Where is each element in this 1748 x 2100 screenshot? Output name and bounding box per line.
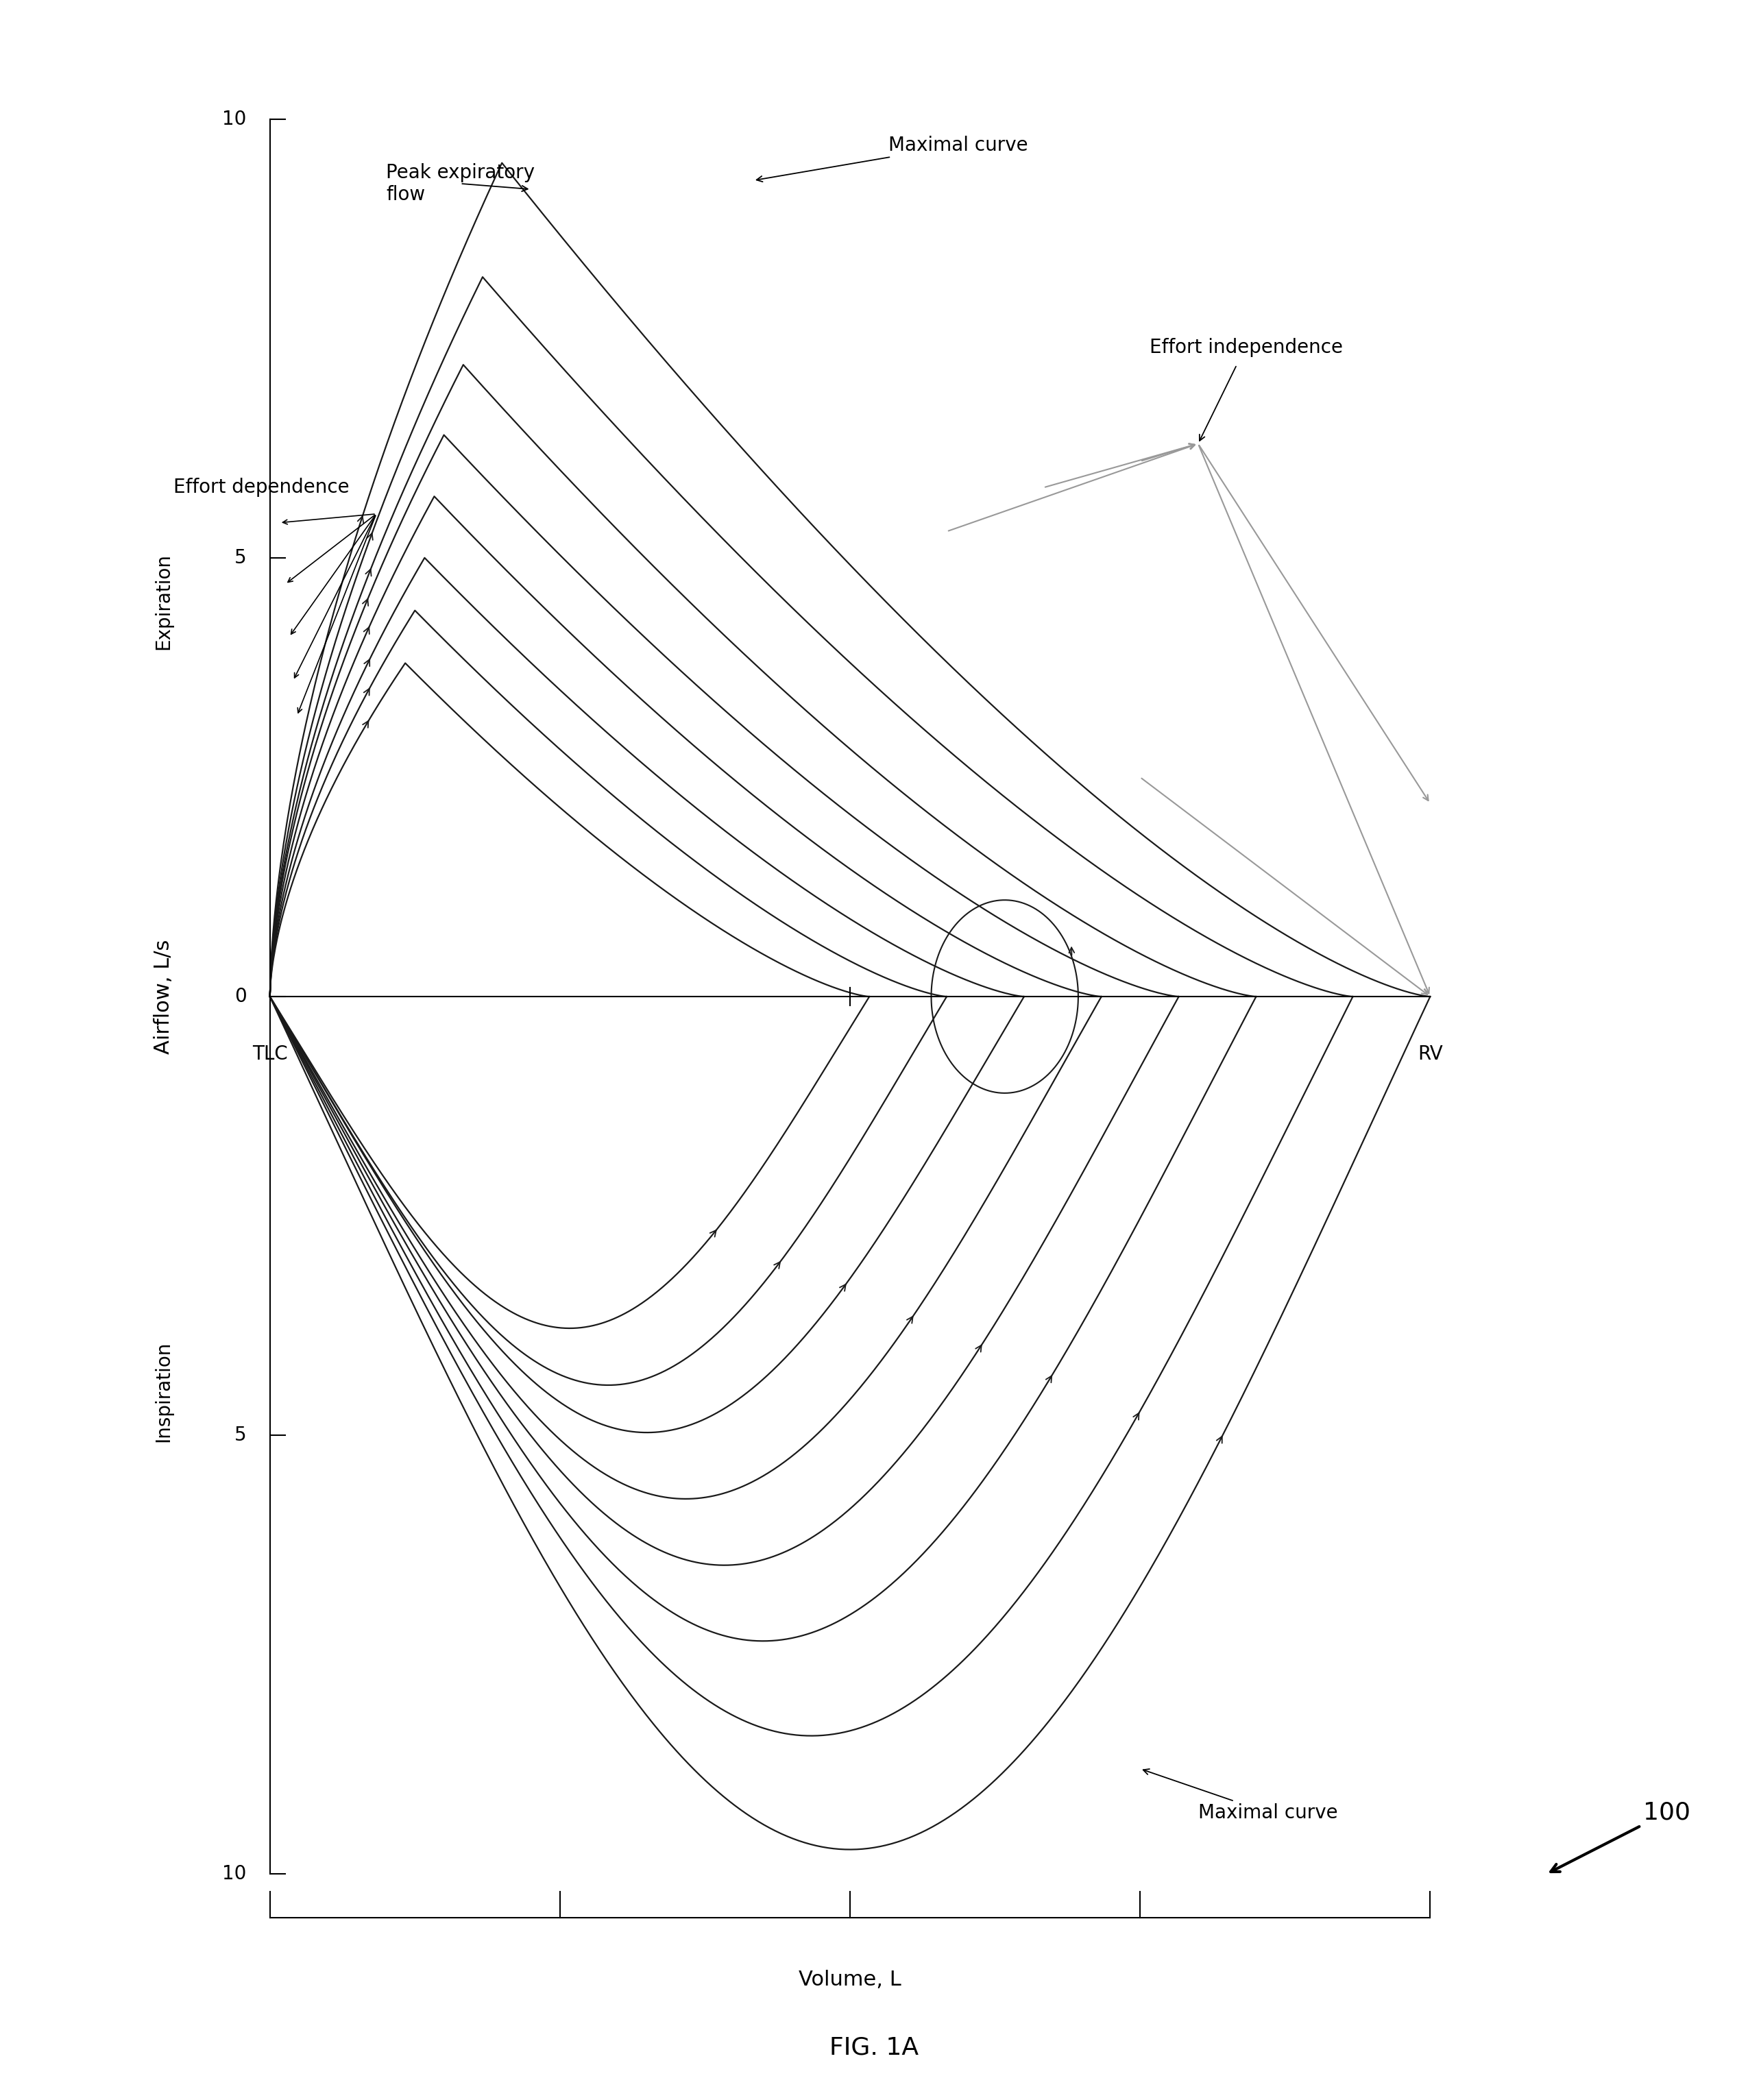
Text: Peak expiratory
flow: Peak expiratory flow (386, 164, 535, 204)
Text: FIG. 1A: FIG. 1A (829, 2035, 919, 2060)
Text: 10: 10 (222, 1865, 246, 1884)
Text: TLC: TLC (252, 1046, 288, 1065)
Text: Maximal curve: Maximal curve (1143, 1768, 1337, 1823)
Text: Airflow, L/s: Airflow, L/s (154, 939, 173, 1054)
Text: Expiration: Expiration (154, 554, 173, 651)
Text: Maximal curve: Maximal curve (757, 136, 1028, 183)
Text: 0: 0 (234, 987, 246, 1006)
Text: 5: 5 (234, 1426, 246, 1445)
Text: Volume, L: Volume, L (799, 1970, 902, 1989)
Text: Inspiration: Inspiration (154, 1342, 173, 1443)
Text: 10: 10 (222, 109, 246, 128)
Text: 100: 100 (1550, 1802, 1690, 1871)
Text: Effort independence: Effort independence (1150, 338, 1342, 357)
Text: Effort dependence: Effort dependence (173, 479, 350, 498)
Text: RV: RV (1418, 1046, 1442, 1065)
Text: 5: 5 (234, 548, 246, 567)
